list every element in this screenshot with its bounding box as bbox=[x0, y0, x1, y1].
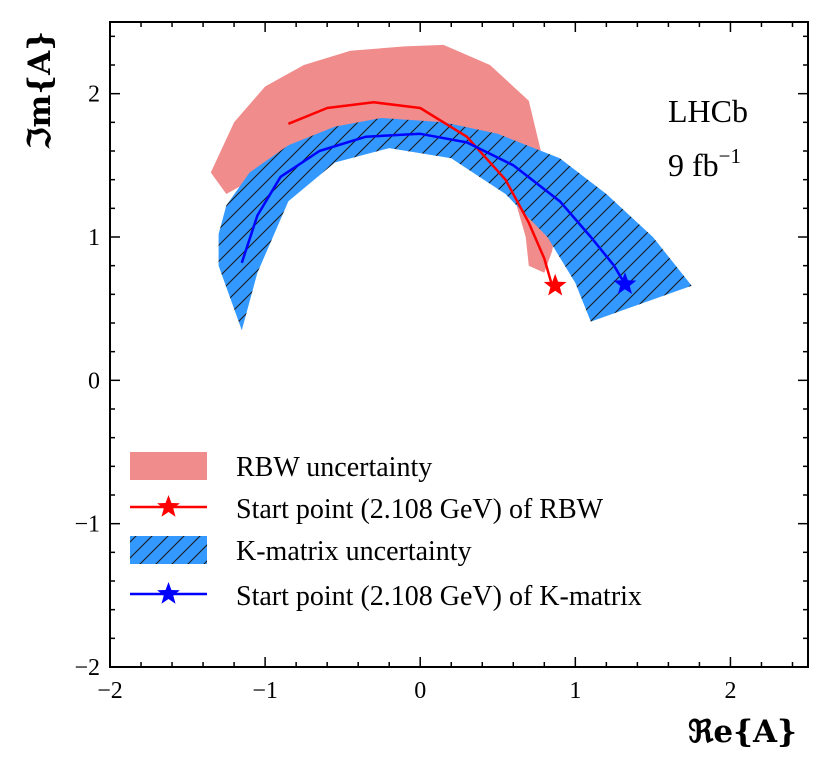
legend-star-kmatrix bbox=[157, 582, 180, 604]
y-tick-label: 1 bbox=[88, 225, 100, 251]
x-tick-label: 2 bbox=[724, 678, 736, 704]
x-tick-label: −1 bbox=[252, 678, 278, 704]
y-axis-label: ℑm{A} bbox=[22, 31, 58, 149]
curve-1 bbox=[287, 101, 554, 287]
y-tick-label: −1 bbox=[74, 512, 100, 538]
x-tick-label: 1 bbox=[569, 678, 581, 704]
luminosity-value: 9 fb bbox=[668, 147, 719, 183]
band-hatch-2 bbox=[218, 118, 692, 331]
luminosity-label: 9 fb−1 bbox=[668, 144, 741, 183]
start-point-star-1 bbox=[543, 273, 567, 296]
x-axis-label: ℜe{A} bbox=[688, 714, 797, 750]
start-point-star-3 bbox=[613, 272, 637, 295]
amplitude-curves bbox=[240, 101, 637, 296]
legend-swatch-rbw-band bbox=[130, 452, 207, 480]
y-tick-label: 0 bbox=[88, 368, 100, 394]
legend-label-kmatrix-start: Start point (2.108 GeV) of K-matrix bbox=[236, 581, 642, 612]
uncertainty-bands bbox=[210, 44, 692, 331]
legend-label-rbw-start: Start point (2.108 GeV) of RBW bbox=[236, 494, 604, 525]
x-tick-label: 0 bbox=[414, 678, 426, 704]
tick-labels: −2 −1 0 1 2 −2 −1 0 1 2 bbox=[74, 82, 736, 704]
plot-frame bbox=[109, 21, 809, 668]
experiment-label: LHCb bbox=[668, 93, 748, 129]
y-tick-label: 2 bbox=[88, 82, 100, 108]
curve-3 bbox=[240, 132, 627, 285]
legend-label-rbw-band: RBW uncertainty bbox=[236, 452, 432, 483]
y-tick-label: −2 bbox=[74, 655, 100, 681]
legend-swatch-kmatrix-hatch bbox=[130, 536, 207, 564]
luminosity-exponent: −1 bbox=[719, 144, 741, 168]
legend: RBW uncertainty Start point (2.108 GeV) … bbox=[130, 452, 642, 612]
legend-label-kmatrix-band: K-matrix uncertainty bbox=[236, 536, 472, 567]
legend-star-rbw bbox=[157, 495, 180, 517]
band-0 bbox=[210, 44, 560, 273]
x-tick-label: −2 bbox=[97, 678, 123, 704]
